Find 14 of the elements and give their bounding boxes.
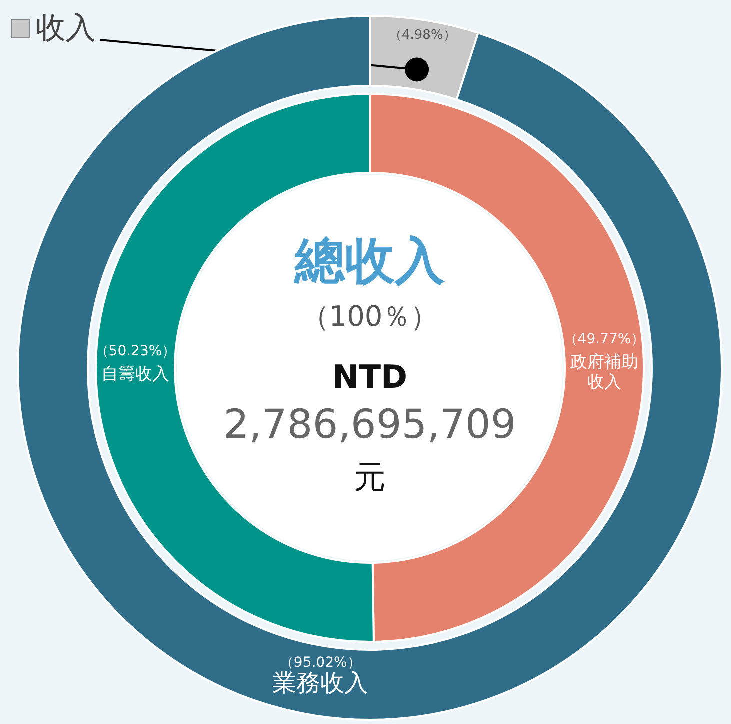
legend-label: 收入	[36, 11, 96, 46]
slice-label: 政府補助收入	[570, 352, 638, 392]
donut-slice	[17, 15, 723, 721]
text: 元	[354, 458, 386, 496]
slice-label: 業務收入	[272, 669, 369, 698]
data-label: （4.98%）	[389, 28, 456, 44]
text: （100％）	[301, 300, 439, 333]
data-label: （50.23%）	[94, 344, 176, 360]
data-label: （49.77%）	[564, 331, 646, 348]
text: 總收入	[293, 232, 446, 290]
data-label: （95.02%）	[280, 655, 362, 672]
text: NTD	[332, 358, 408, 396]
slice-label: 自籌收入	[102, 364, 170, 385]
text: 2,786,695,709	[224, 402, 516, 448]
